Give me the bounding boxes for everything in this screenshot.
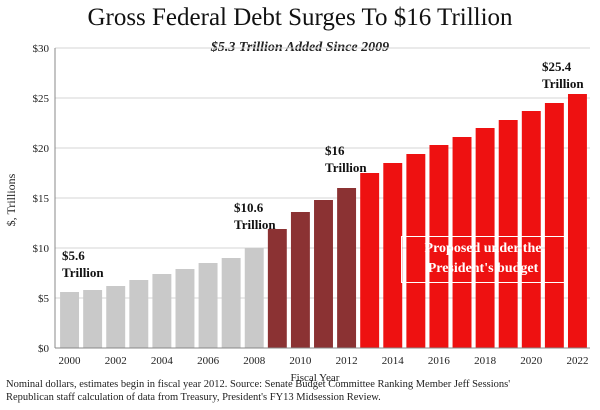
- x-tick-label: 2020: [520, 355, 543, 367]
- x-tick-label: 2016: [428, 355, 451, 367]
- bar-2005: [175, 269, 195, 348]
- y-tick-label: $15: [33, 193, 50, 205]
- bar-2011: [314, 200, 333, 348]
- bar-2015: [406, 154, 426, 348]
- y-tick-label: $0: [38, 343, 50, 355]
- annotation-value: $25.4: [542, 59, 572, 74]
- x-tick-label: 2014: [382, 355, 405, 367]
- x-tick-label: 2012: [336, 355, 358, 367]
- annotation-unit: Trillion: [234, 217, 276, 232]
- annotation-2012: $16 Trillion: [325, 142, 367, 176]
- bar-2004: [152, 274, 172, 348]
- footnote: Nominal dollars, estimates begin in fisc…: [6, 378, 596, 404]
- bar-2018: [475, 128, 495, 348]
- footnote-line-2: Republican staff calculation of data fro…: [6, 392, 381, 403]
- proposed-line-1: Proposed under the: [424, 241, 542, 256]
- bar-2014: [383, 163, 403, 348]
- y-axis-label: $, Trillions: [4, 173, 18, 226]
- annotation-2022: $25.4 Trillion: [542, 58, 584, 92]
- x-tick-label: 2006: [197, 355, 220, 367]
- annotation-value: $16: [325, 143, 345, 158]
- bar-2012: [337, 188, 357, 348]
- annotation-value: $5.6: [62, 248, 85, 263]
- y-tick-label: $30: [33, 43, 50, 55]
- x-tick-label: 2000: [59, 355, 82, 367]
- annotation-2000: $5.6 Trillion: [62, 247, 104, 281]
- bar-2010: [290, 212, 310, 348]
- y-tick-label: $10: [33, 243, 50, 255]
- bar-2008: [244, 248, 264, 348]
- x-axis-label: Fiscal Year: [291, 372, 340, 384]
- bar-2000: [60, 292, 80, 348]
- bar-2020: [521, 111, 541, 348]
- bar-2006: [198, 263, 218, 348]
- y-tick-label: $5: [38, 293, 50, 305]
- annotation-unit: Trillion: [542, 76, 584, 91]
- x-tick-label: 2010: [289, 355, 312, 367]
- bar-2019: [498, 120, 518, 348]
- axes: $0 $5 $10 $15 $20 $25 $30 2000 2002 2004 2006 2008 2…: [33, 43, 590, 367]
- bar-2016: [429, 145, 449, 348]
- x-tick-label: 2004: [151, 355, 174, 367]
- annotation-2009: $10.6 Trillion: [234, 199, 276, 233]
- bar-2001: [83, 290, 103, 348]
- footnote-line-1: Nominal dollars, estimates begin in fisc…: [6, 379, 511, 390]
- x-tick-label: 2022: [566, 355, 588, 367]
- bars: [60, 94, 587, 348]
- chart-title: Gross Federal Debt Surges To $16 Trillio…: [87, 4, 513, 31]
- x-tick-label: 2002: [105, 355, 127, 367]
- annotation-unit: Trillion: [325, 160, 367, 175]
- y-tick-label: $25: [33, 93, 50, 105]
- bar-2021: [544, 103, 564, 348]
- bar-2007: [221, 258, 241, 348]
- bar-2017: [452, 137, 472, 348]
- bar-2013: [360, 173, 380, 348]
- proposed-budget-callout: Proposed under the President's budget: [401, 236, 565, 283]
- x-tick-label: 2018: [474, 355, 497, 367]
- bar-2002: [106, 286, 126, 348]
- proposed-line-2: President's budget: [427, 261, 539, 276]
- bar-2009: [267, 229, 287, 348]
- x-tick-label: 2008: [243, 355, 266, 367]
- annotation-value: $10.6: [234, 200, 264, 215]
- bar-2022: [567, 94, 587, 348]
- bar-2003: [129, 280, 149, 348]
- annotation-unit: Trillion: [62, 265, 104, 280]
- y-tick-label: $20: [33, 143, 50, 155]
